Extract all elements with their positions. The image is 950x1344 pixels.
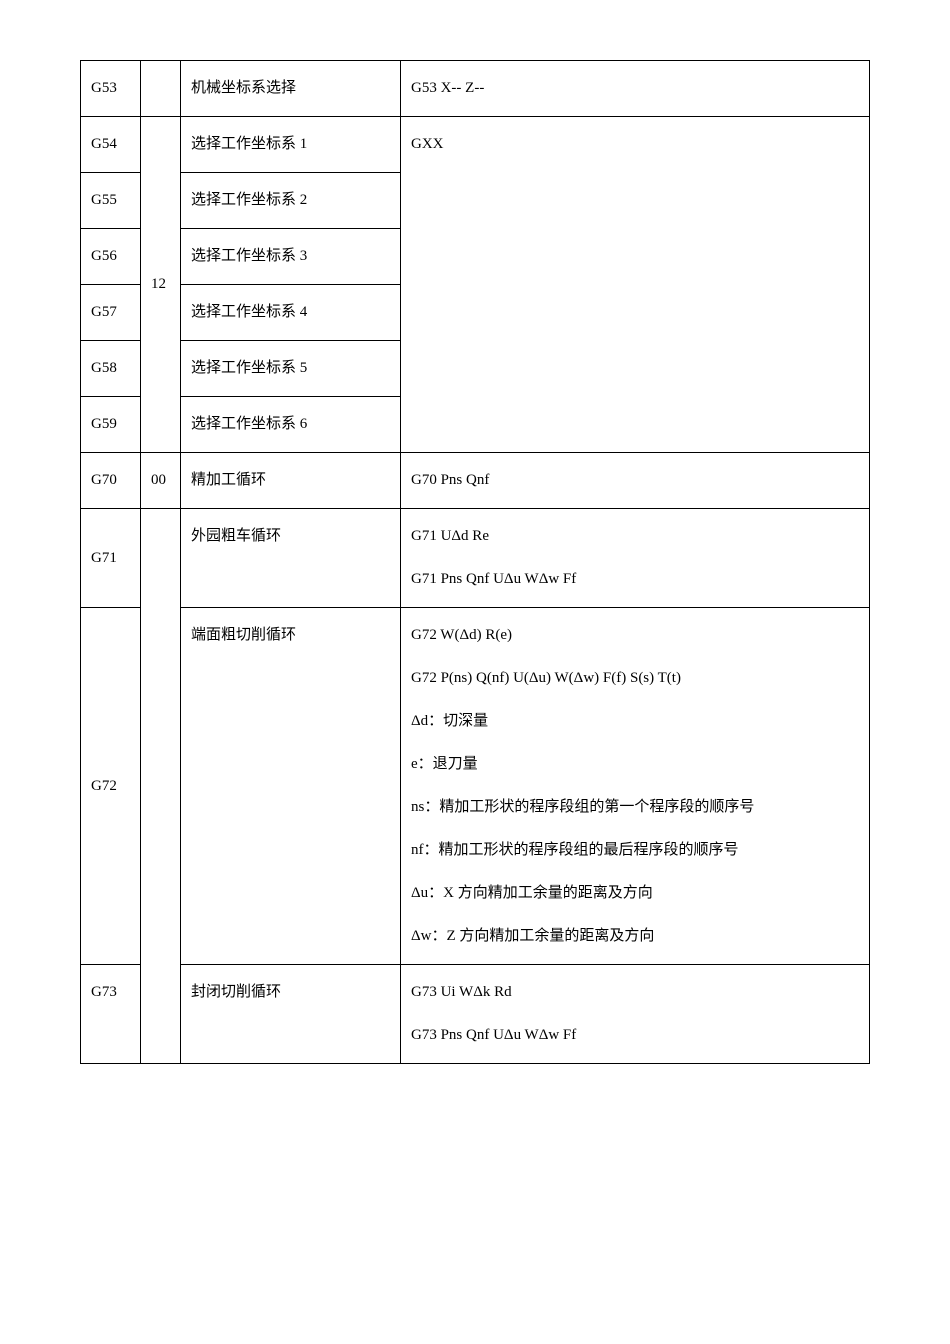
- cell-group: 12: [141, 117, 181, 453]
- cell-name: 外园粗车循环: [181, 509, 401, 608]
- cell-name: 端面粗切削循环: [181, 608, 401, 965]
- cell-group: 00: [141, 453, 181, 509]
- table-row: G54 12 选择工作坐标系 1 GXX: [81, 117, 870, 173]
- gcode-table: G53 机械坐标系选择 G53 X-- Z-- G54 12 选择工作坐标系 1…: [80, 60, 870, 1064]
- cell-code: G57: [81, 285, 141, 341]
- cell-name: 选择工作坐标系 3: [181, 229, 401, 285]
- cell-code: G56: [81, 229, 141, 285]
- table-row: G73 封闭切削循环 G73 Ui WΔk Rd G73 Pns Qnf UΔu…: [81, 965, 870, 1064]
- table-row: G53 机械坐标系选择 G53 X-- Z--: [81, 61, 870, 117]
- desc-line: G71 Pns Qnf UΔu WΔw Ff: [411, 566, 859, 593]
- desc-line: G71 UΔd Re: [411, 523, 859, 550]
- cell-desc: G72 W(Δd) R(e) G72 P(ns) Q(nf) U(Δu) W(Δ…: [401, 608, 870, 965]
- cell-name: 选择工作坐标系 1: [181, 117, 401, 173]
- cell-group: [141, 61, 181, 117]
- cell-code: G71: [81, 509, 141, 608]
- cell-desc: GXX: [401, 117, 870, 453]
- cell-name: 封闭切削循环: [181, 965, 401, 1064]
- cell-code: G59: [81, 397, 141, 453]
- desc-line: e：退刀量: [411, 751, 859, 778]
- desc-line: G70 Pns Qnf: [411, 472, 489, 488]
- cell-name: 选择工作坐标系 2: [181, 173, 401, 229]
- cell-code: G54: [81, 117, 141, 173]
- cell-name: 机械坐标系选择: [181, 61, 401, 117]
- desc-line: GXX: [411, 136, 444, 152]
- cell-desc: G70 Pns Qnf: [401, 453, 870, 509]
- cell-name: 选择工作坐标系 5: [181, 341, 401, 397]
- table-row: G71 外园粗车循环 G71 UΔd Re G71 Pns Qnf UΔu WΔ…: [81, 509, 870, 608]
- desc-line: G72 P(ns) Q(nf) U(Δu) W(Δw) F(f) S(s) T(…: [411, 665, 859, 692]
- cell-code: G70: [81, 453, 141, 509]
- cell-code: G53: [81, 61, 141, 117]
- cell-name: 选择工作坐标系 6: [181, 397, 401, 453]
- cell-desc: G53 X-- Z--: [401, 61, 870, 117]
- cell-code: G72: [81, 608, 141, 965]
- cell-code: G55: [81, 173, 141, 229]
- desc-line: G72 W(Δd) R(e): [411, 622, 859, 649]
- cell-code: G58: [81, 341, 141, 397]
- desc-line: G53 X-- Z--: [411, 80, 484, 96]
- table-row: G72 端面粗切削循环 G72 W(Δd) R(e) G72 P(ns) Q(n…: [81, 608, 870, 965]
- table-row: G70 00 精加工循环 G70 Pns Qnf: [81, 453, 870, 509]
- desc-line: Δu：X 方向精加工余量的距离及方向: [411, 880, 859, 907]
- desc-line: G73 Pns Qnf UΔu WΔw Ff: [411, 1022, 859, 1049]
- desc-line: nf：精加工形状的程序段组的最后程序段的顺序号: [411, 837, 859, 864]
- desc-line: Δd：切深量: [411, 708, 859, 735]
- cell-name: 选择工作坐标系 4: [181, 285, 401, 341]
- desc-line: ns：精加工形状的程序段组的第一个程序段的顺序号: [411, 794, 859, 821]
- cell-code: G73: [81, 965, 141, 1064]
- desc-line: Δw：Z 方向精加工余量的距离及方向: [411, 923, 859, 950]
- cell-desc: G71 UΔd Re G71 Pns Qnf UΔu WΔw Ff: [401, 509, 870, 608]
- cell-desc: G73 Ui WΔk Rd G73 Pns Qnf UΔu WΔw Ff: [401, 965, 870, 1064]
- desc-line: G73 Ui WΔk Rd: [411, 979, 859, 1006]
- cell-name: 精加工循环: [181, 453, 401, 509]
- cell-group: [141, 509, 181, 1064]
